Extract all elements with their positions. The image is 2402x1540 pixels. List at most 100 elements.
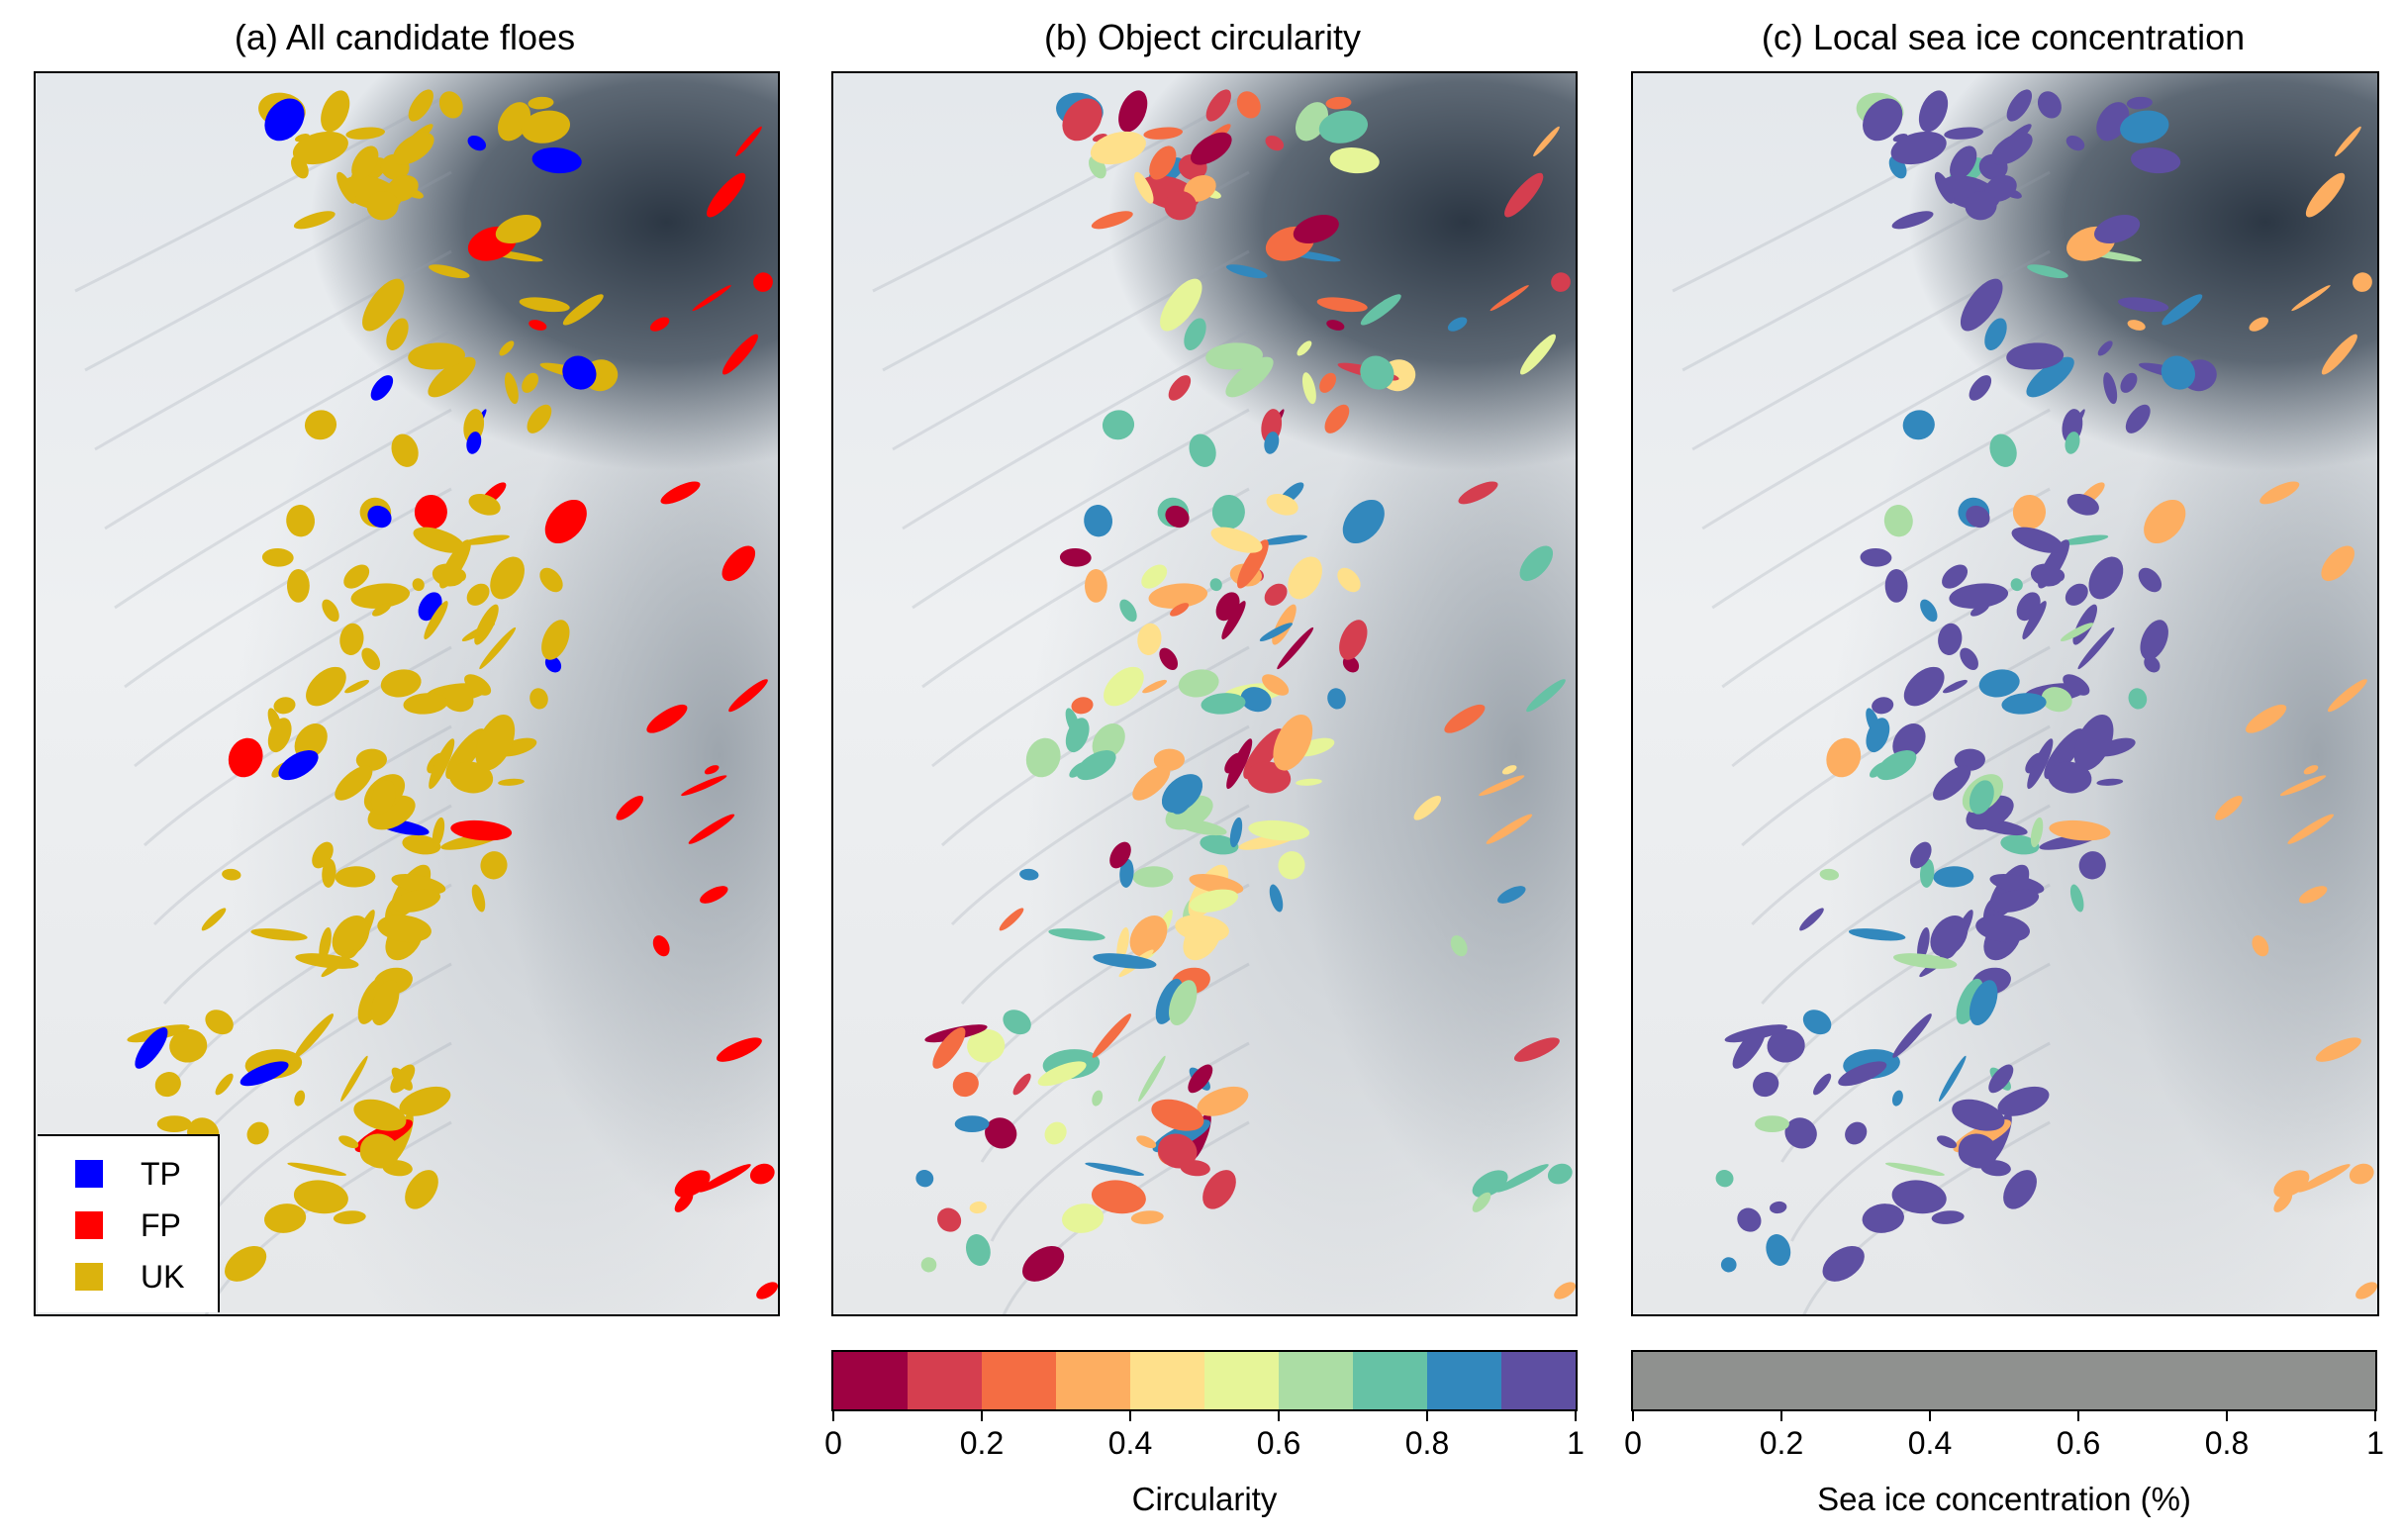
floe-object	[1497, 886, 1526, 904]
floe-object	[1134, 171, 1154, 204]
floe-object	[1450, 935, 1468, 957]
floe-object	[722, 334, 758, 375]
panel-a-title: (a) All candidate floes	[234, 17, 576, 57]
floe-object	[1059, 547, 1092, 567]
floe-object	[1845, 1121, 1868, 1145]
floe-object	[1753, 1072, 1779, 1098]
floe-object	[304, 410, 337, 440]
terrain-texture	[204, 1120, 452, 1314]
floe-object	[1720, 1257, 1737, 1273]
colorbar-tick-label: 0.2	[1759, 1425, 1804, 1461]
floe-object	[1324, 404, 1350, 433]
floe-object	[2273, 1192, 2293, 1212]
floe-object	[531, 147, 582, 174]
floe-object	[479, 626, 517, 670]
floe-object	[371, 980, 400, 1025]
floe-object	[2066, 493, 2099, 516]
floe-object	[1891, 211, 1934, 230]
legend-item-tp: TP	[75, 1154, 181, 1194]
panel-c-title: (c) Local sea ice concentration	[1761, 17, 2246, 57]
floe-object	[1770, 1201, 1787, 1214]
colorbar-tick	[981, 1409, 983, 1421]
floe-object	[1547, 1163, 1573, 1185]
floe-object	[1293, 214, 1339, 244]
floe-object	[1129, 915, 1168, 957]
floe-object	[480, 851, 508, 880]
floe-object	[1225, 356, 1274, 398]
floe-object	[1318, 110, 1368, 144]
floe-object	[428, 356, 476, 398]
floe-object	[322, 599, 339, 623]
floe-object	[2355, 1282, 2377, 1299]
floe-object	[2305, 172, 2346, 218]
floe-object	[340, 1055, 368, 1102]
colorbar-tick	[2226, 1409, 2228, 1421]
legend-item-fp: FP	[75, 1205, 181, 1245]
floe-object	[1025, 737, 1061, 778]
floe-object	[700, 886, 728, 904]
floe-object	[1329, 147, 1380, 174]
floe-object	[1149, 145, 1177, 180]
floe-object	[1890, 131, 1947, 165]
terrain-texture	[104, 329, 452, 530]
floe-object	[1116, 927, 1129, 962]
floe-object	[1472, 1170, 1508, 1198]
colorbar-segment	[1427, 1352, 1501, 1409]
floe-object	[439, 539, 471, 589]
floe-object	[2291, 285, 2331, 312]
floe-object	[345, 127, 386, 140]
floe-object	[1119, 858, 1134, 888]
floe-object	[2103, 372, 2118, 405]
floe-object	[1184, 318, 1206, 350]
floe-object	[449, 761, 494, 794]
floe-object	[2026, 356, 2074, 398]
floe-object	[1090, 131, 1146, 165]
floe-object	[332, 915, 370, 957]
floe-object	[716, 1037, 762, 1062]
colorbar-tick-label: 0.4	[1107, 1425, 1153, 1461]
floe-object	[1942, 679, 1968, 694]
terrain-texture	[980, 962, 1250, 1163]
floe-object	[735, 126, 762, 157]
floe-object	[1003, 1010, 1031, 1035]
floe-object	[2022, 601, 2047, 640]
floe-object	[1136, 1135, 1157, 1149]
floe-object	[2138, 567, 2162, 593]
floe-object	[1316, 297, 1368, 313]
floe-object	[1489, 285, 1529, 312]
floe-object	[1153, 748, 1185, 771]
floe-object	[287, 569, 310, 603]
floe-object	[1319, 372, 1337, 393]
floe-object	[1444, 704, 1486, 733]
floe-object	[1931, 1210, 1965, 1224]
floe-object	[681, 775, 727, 797]
colorbar-tick	[2374, 1409, 2376, 1421]
floe-object	[1952, 1099, 2005, 1131]
floe-object	[652, 935, 670, 957]
legend-label-tp: TP	[141, 1155, 181, 1192]
floe-object	[468, 493, 501, 516]
floe-object	[467, 135, 487, 151]
floe-map-c	[1672, 89, 2377, 1314]
floe-object	[937, 1207, 962, 1232]
floe-object	[2063, 674, 2090, 696]
floe-object	[1091, 1180, 1146, 1214]
floe-object	[1226, 738, 1253, 790]
floe-object	[1132, 765, 1171, 801]
floe-object	[1221, 601, 1246, 640]
floe-object	[1092, 723, 1125, 760]
floe-object	[1093, 953, 1157, 969]
floe-object	[1277, 626, 1314, 670]
colorbar-tick	[2077, 1409, 2079, 1421]
colorbar-tick	[1426, 1409, 1428, 1421]
floe-object	[1554, 1282, 1576, 1299]
floe-object	[1891, 1180, 1947, 1214]
floe-object	[286, 505, 316, 537]
floe-object	[2077, 626, 2115, 670]
floe-object	[1076, 750, 1116, 781]
floe-object	[1526, 679, 1566, 713]
floe-object	[1909, 841, 1932, 869]
floe-object	[154, 1072, 181, 1098]
floe-object	[1902, 410, 1935, 440]
floe-object	[1486, 814, 1533, 844]
